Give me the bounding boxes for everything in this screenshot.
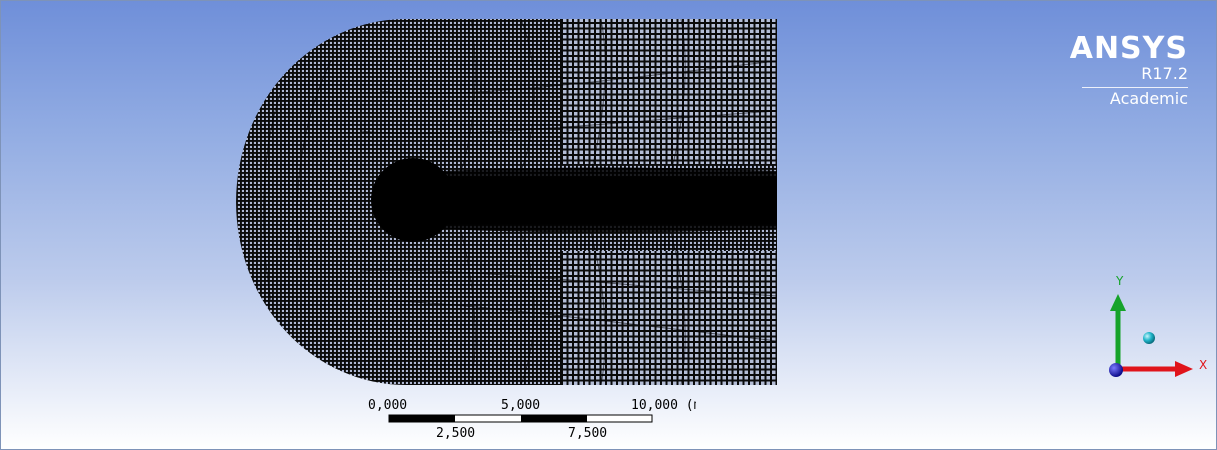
brand-divider [1082, 87, 1188, 88]
isometric-view-sphere[interactable] [1143, 332, 1155, 344]
scale-bar-segment-1 [389, 415, 455, 422]
scale-label-7500: 7,500 [568, 426, 607, 441]
scale-bar-segment-3 [521, 415, 587, 422]
brand-version: R17.2 [1141, 64, 1188, 83]
brand-edition: Academic [1109, 89, 1188, 108]
scale-label-10: 10,000 (m) [631, 398, 696, 413]
cylinder-wake-refined-mesh [371, 158, 777, 242]
ansys-logo: ANSYS R17.2 Academic [1070, 33, 1188, 108]
z-axis-origin [1109, 363, 1123, 377]
x-axis-arrow-head [1175, 361, 1193, 377]
scale-label-5: 5,000 [501, 398, 540, 413]
brand-name: ANSYS [1069, 31, 1188, 66]
scale-bar: 0,000 5,000 10,000 (m) 2,500 7,500 [368, 398, 696, 441]
axis-triad[interactable]: Y X [1101, 269, 1211, 389]
y-axis-label: Y [1115, 274, 1124, 288]
scale-label-0: 0,000 [368, 398, 407, 413]
y-axis-arrow-head [1110, 294, 1126, 311]
x-axis-label: X [1199, 358, 1207, 372]
mesh-coarse-region [263, 19, 777, 385]
scale-label-2500: 2,500 [436, 426, 475, 441]
